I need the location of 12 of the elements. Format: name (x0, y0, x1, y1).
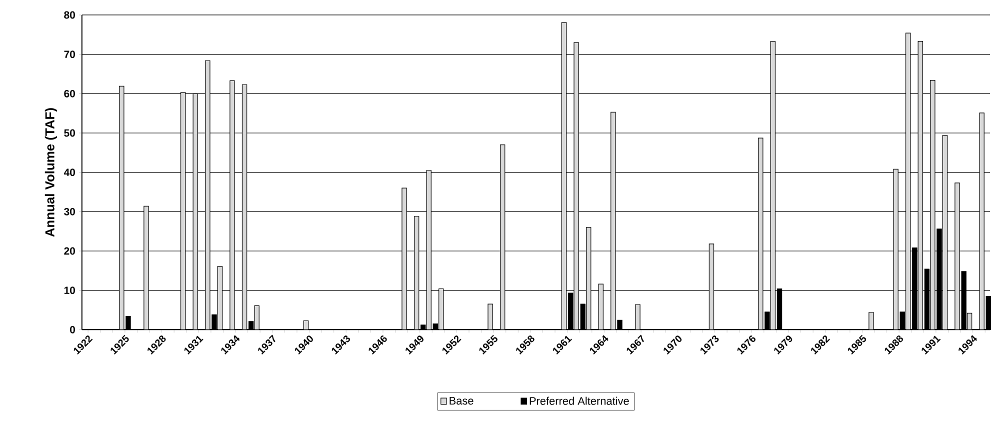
y-tick-label: 0 (70, 326, 75, 334)
y-tick-label: 30 (64, 208, 75, 216)
y-tick-label: 20 (64, 248, 75, 255)
y-tick-label: 80 (64, 12, 75, 19)
y-tick-label: 60 (64, 90, 75, 98)
y-tick-label: 10 (64, 286, 75, 294)
y-tick-label: 50 (64, 130, 75, 137)
y-tick-label: 40 (64, 168, 75, 176)
y-tick-label: 70 (64, 50, 75, 58)
y-axis-title: Annual Volume (TAF) (44, 108, 57, 238)
legend-label: Preferred Alternative (530, 397, 629, 406)
legend-label: Base (450, 397, 474, 405)
